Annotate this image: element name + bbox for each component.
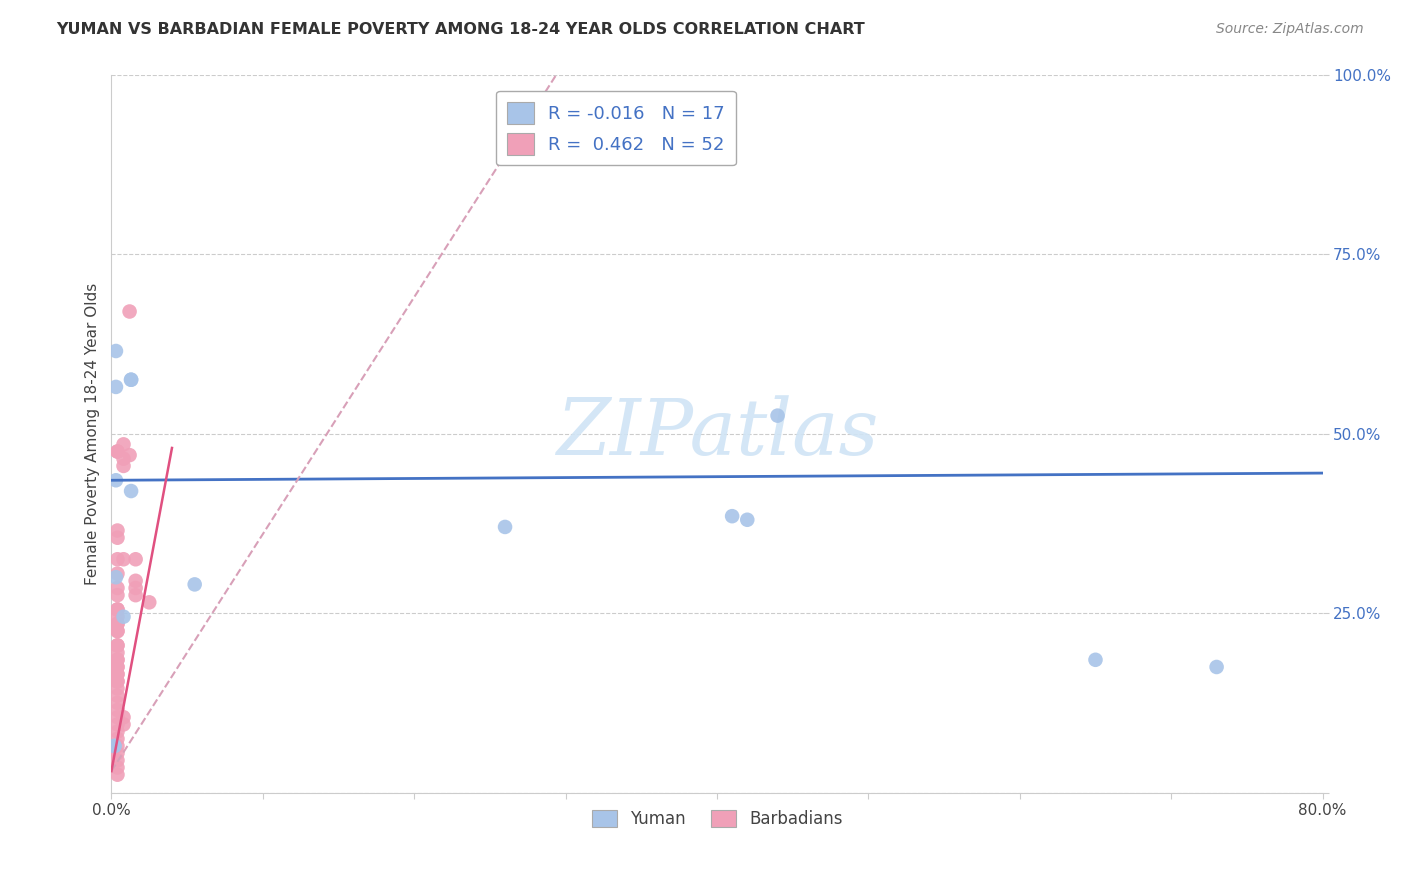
- Point: [118, 304, 141, 318]
- Point: [107, 552, 129, 566]
- Point: [118, 448, 141, 462]
- Point: [107, 717, 129, 731]
- Point: [107, 602, 129, 616]
- Point: [107, 703, 129, 717]
- Point: [107, 746, 129, 760]
- Point: [107, 581, 129, 595]
- Legend: Yuman, Barbadians: Yuman, Barbadians: [585, 803, 849, 835]
- Point: [107, 602, 129, 616]
- Point: [120, 373, 142, 387]
- Point: [112, 437, 135, 451]
- Point: [494, 520, 516, 534]
- Point: [104, 473, 127, 487]
- Point: [112, 458, 135, 473]
- Point: [107, 639, 129, 653]
- Point: [1205, 660, 1227, 674]
- Point: [107, 653, 129, 667]
- Point: [107, 444, 129, 458]
- Point: [107, 667, 129, 681]
- Point: [112, 609, 135, 624]
- Text: YUMAN VS BARBADIAN FEMALE POVERTY AMONG 18-24 YEAR OLDS CORRELATION CHART: YUMAN VS BARBADIAN FEMALE POVERTY AMONG …: [56, 22, 865, 37]
- Point: [107, 609, 129, 624]
- Point: [107, 760, 129, 774]
- Point: [107, 653, 129, 667]
- Point: [107, 639, 129, 653]
- Text: ZIPatlas: ZIPatlas: [555, 395, 879, 472]
- Point: [735, 513, 758, 527]
- Point: [107, 710, 129, 724]
- Point: [104, 343, 127, 358]
- Point: [103, 739, 125, 753]
- Point: [107, 753, 129, 767]
- Point: [107, 739, 129, 753]
- Point: [107, 674, 129, 689]
- Point: [107, 588, 129, 602]
- Point: [1084, 653, 1107, 667]
- Point: [107, 731, 129, 746]
- Point: [112, 552, 135, 566]
- Point: [107, 616, 129, 631]
- Point: [104, 570, 127, 584]
- Point: [112, 451, 135, 466]
- Point: [124, 588, 146, 602]
- Point: [107, 524, 129, 538]
- Point: [124, 552, 146, 566]
- Point: [183, 577, 205, 591]
- Point: [107, 624, 129, 638]
- Point: [107, 674, 129, 689]
- Point: [120, 373, 142, 387]
- Point: [107, 616, 129, 631]
- Point: [104, 380, 127, 394]
- Point: [107, 767, 129, 781]
- Point: [138, 595, 160, 609]
- Point: [721, 509, 744, 524]
- Point: [107, 660, 129, 674]
- Point: [107, 624, 129, 638]
- Point: [107, 681, 129, 696]
- Point: [107, 646, 129, 660]
- Text: Source: ZipAtlas.com: Source: ZipAtlas.com: [1216, 22, 1364, 37]
- Point: [112, 717, 135, 731]
- Y-axis label: Female Poverty Among 18-24 Year Olds: Female Poverty Among 18-24 Year Olds: [86, 283, 100, 585]
- Point: [766, 409, 789, 423]
- Point: [107, 724, 129, 739]
- Point: [107, 566, 129, 581]
- Point: [107, 667, 129, 681]
- Point: [103, 739, 125, 753]
- Point: [107, 689, 129, 703]
- Point: [124, 581, 146, 595]
- Point: [107, 660, 129, 674]
- Point: [112, 710, 135, 724]
- Point: [107, 696, 129, 710]
- Point: [107, 531, 129, 545]
- Point: [107, 444, 129, 458]
- Point: [124, 574, 146, 588]
- Point: [120, 483, 142, 498]
